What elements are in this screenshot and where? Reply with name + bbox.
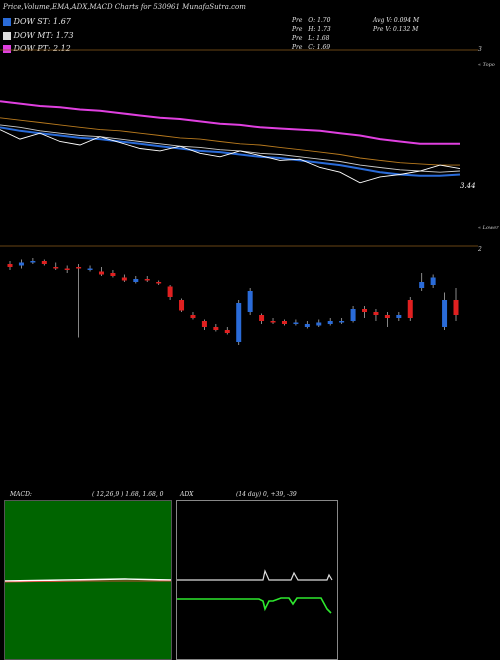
ema-series-0 [0, 100, 460, 145]
candle-body [156, 282, 162, 284]
dow-pt-swatch [3, 45, 11, 53]
dow-st-label: DOW ST: 1.67 [13, 17, 71, 26]
last-price-label: 3.44 [460, 182, 476, 190]
candle-body [442, 300, 448, 327]
candle-body [64, 268, 70, 270]
macd-params: ( 12,26,9 ) 1.68, 1.68, 0 [92, 491, 164, 498]
candle-top-label: 2 [478, 246, 482, 253]
adx-params: (14 day) 0, +39, -39 [236, 491, 297, 498]
candle-body [270, 321, 276, 323]
candle-body [327, 321, 333, 324]
candle-body [350, 309, 356, 321]
dow-st-swatch [3, 18, 11, 26]
ema-series-4 [0, 129, 461, 184]
candle-body [362, 309, 368, 312]
candle-body [121, 277, 127, 281]
adx-di-line [177, 597, 332, 614]
macd-svg [5, 578, 171, 583]
dow-pt-label: DOW PT: 2.12 [13, 44, 71, 53]
macd-line [5, 578, 171, 582]
dow-mt-label: DOW MT: 1.73 [13, 31, 74, 40]
candle-body [316, 322, 322, 326]
lower-label: « Lower [478, 225, 499, 231]
candle-body [396, 315, 402, 318]
candle-body [430, 277, 436, 285]
macd-label: MACD: [10, 491, 32, 498]
candles-group [7, 258, 459, 345]
dow-st-row: DOW ST: 1.67 [3, 17, 71, 26]
candle-body [407, 300, 413, 318]
candle-body [304, 324, 310, 327]
price-top-label: 3 [478, 46, 482, 53]
candle-body [281, 321, 287, 324]
prev-close: Pre C: 1.69 [292, 44, 331, 51]
candle-body [144, 279, 150, 281]
dow-mt-row: DOW MT: 1.73 [3, 31, 74, 40]
candle-body [18, 262, 24, 266]
prev-volume: Pre V: 0.132 M [373, 26, 419, 33]
macd-panel [4, 500, 172, 660]
candle-body [224, 330, 230, 333]
candle-body [76, 267, 82, 269]
ema-series-1 [0, 126, 461, 177]
candle-body [190, 315, 196, 318]
candle-body [236, 303, 242, 342]
avg-volume: Avg V: 0.094 M [373, 17, 420, 24]
adx-label: ADX [180, 491, 194, 498]
candle-body [339, 321, 345, 323]
candle-body [30, 261, 36, 263]
candle-body [293, 322, 299, 324]
topo-label: « Topo [478, 62, 495, 68]
candle-body [384, 315, 390, 318]
dow-mt-swatch [3, 32, 11, 40]
candle-body [179, 300, 185, 311]
candle-body [247, 291, 253, 312]
prev-open: Pre O: 1.70 [292, 17, 331, 24]
dow-pt-row: DOW PT: 2.12 [3, 44, 71, 53]
candle-body [201, 321, 207, 327]
candle-body [41, 261, 47, 264]
candle-body [53, 267, 59, 269]
candle-body [7, 264, 13, 267]
prev-low: Pre L: 1.68 [292, 35, 330, 42]
candle-body [453, 300, 459, 315]
prev-high: Pre H: 1.73 [292, 26, 331, 33]
macd-signal-line [5, 580, 171, 583]
adx-panel [176, 500, 338, 660]
candle-body [213, 327, 219, 330]
ema-series-3 [0, 117, 460, 166]
chart-title: Price,Volume,EMA,ADX,MACD Charts for 530… [3, 3, 246, 11]
price-chart-svg [0, 49, 478, 345]
ema-series-2 [0, 124, 461, 173]
candle-body [110, 273, 116, 276]
candle-body [419, 282, 425, 288]
adx-line [177, 569, 333, 581]
ema-lines-group [0, 100, 461, 184]
candle-body [259, 315, 265, 321]
candle-body [373, 312, 379, 315]
candle-body [98, 271, 104, 275]
adx-svg [177, 569, 333, 614]
candle-body [167, 286, 173, 297]
candle-body [133, 279, 139, 282]
candle-body [87, 268, 93, 270]
